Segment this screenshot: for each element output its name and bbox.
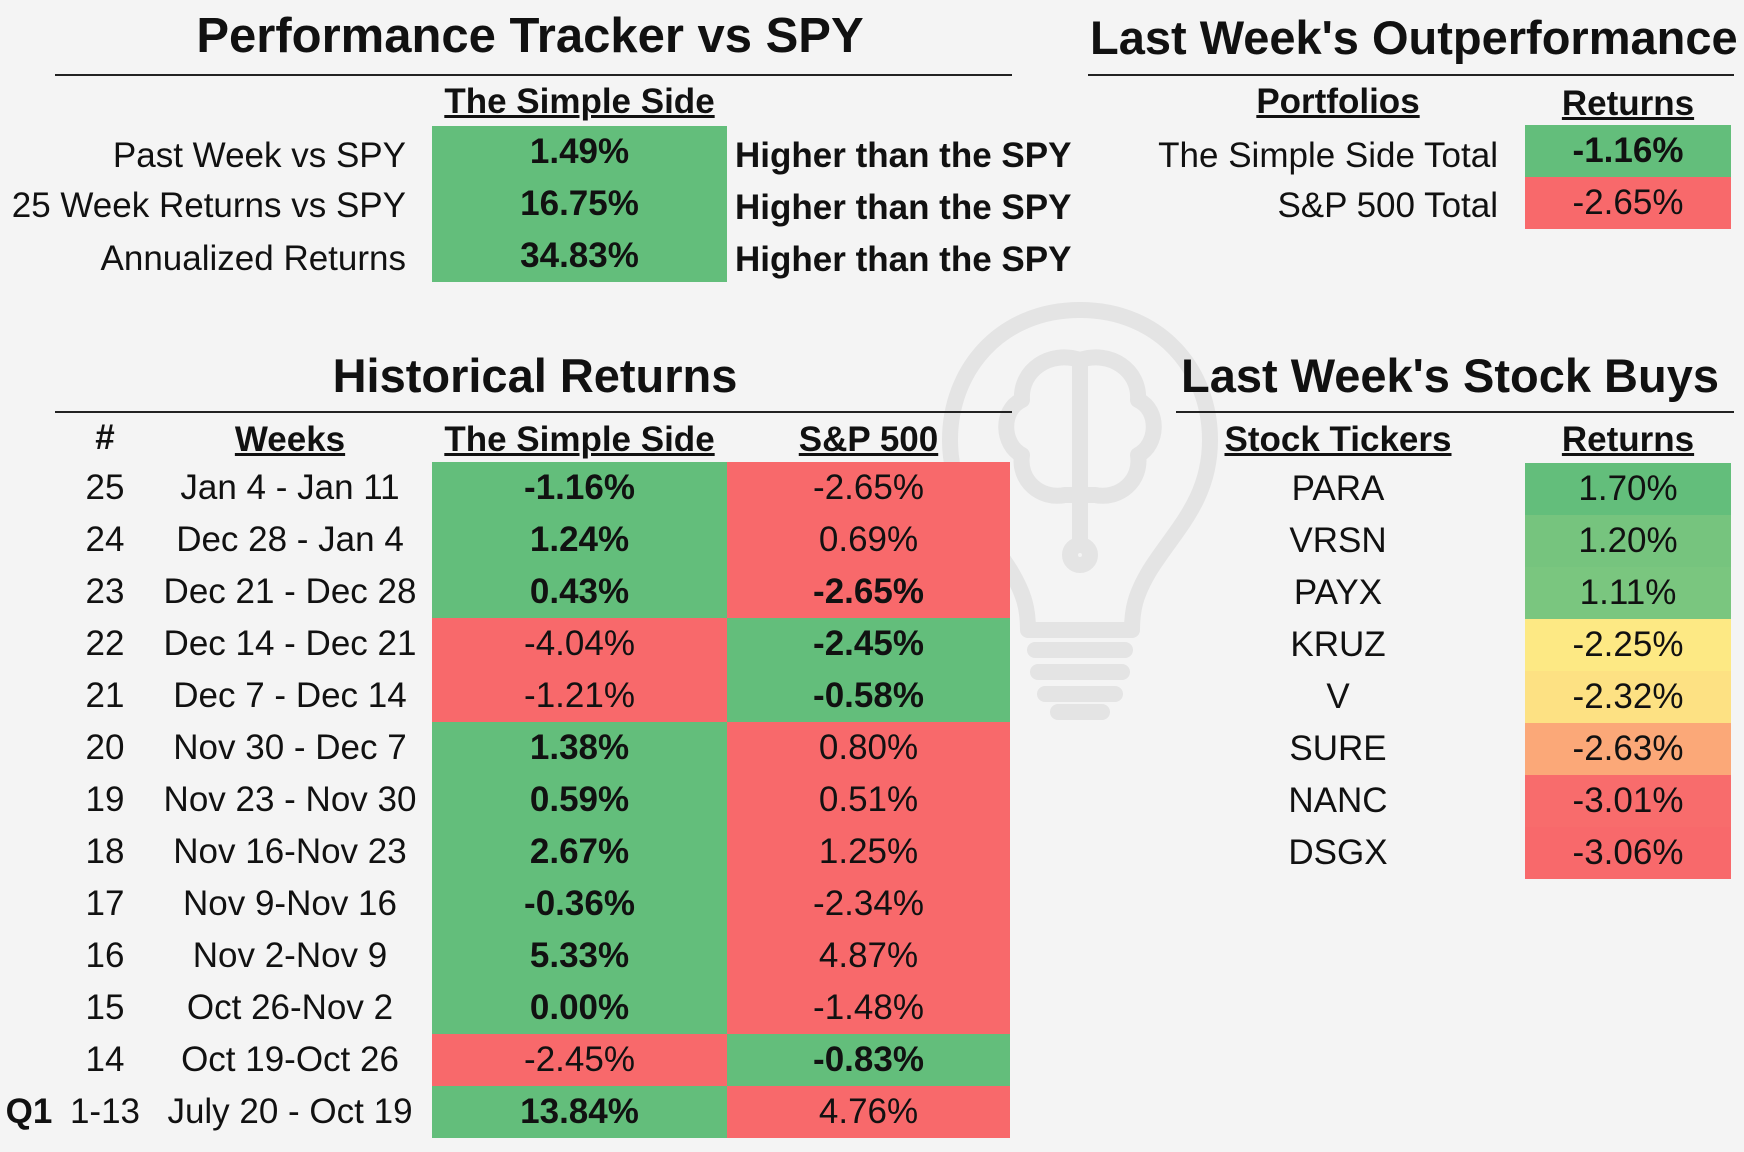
outperformance-col-returns: Returns bbox=[1561, 84, 1695, 123]
outperformance-col-portfolios: Portfolios bbox=[1256, 82, 1420, 121]
stock-buys-row-ticker: VRSN bbox=[1289, 521, 1387, 560]
stock-buys-row-value: 1.20% bbox=[1525, 515, 1731, 567]
stock-buys-row-ticker: PAYX bbox=[1293, 573, 1383, 612]
tracker-row-value: 16.75% bbox=[432, 178, 727, 230]
historical-row-simple: 1.24% bbox=[432, 514, 727, 566]
historical-row-simple: 2.67% bbox=[432, 826, 727, 878]
historical-row-num: 21 bbox=[85, 676, 125, 715]
historical-row-weeks: Nov 9-Nov 16 bbox=[183, 884, 397, 923]
stock-buys-row-ticker: V bbox=[1326, 677, 1350, 716]
stock-buys-row-value: 1.70% bbox=[1525, 463, 1731, 515]
stock-buys-col-tickers: Stock Tickers bbox=[1224, 420, 1452, 459]
historical-row-num: 24 bbox=[85, 520, 125, 559]
historical-row-simple: -2.45% bbox=[432, 1034, 727, 1086]
tracker-column-header: The Simple Side bbox=[444, 82, 715, 121]
outperformance-title-rule bbox=[1088, 74, 1734, 76]
historical-row-weeks: Dec 14 - Dec 21 bbox=[163, 624, 417, 663]
historical-row-num: 25 bbox=[85, 468, 125, 507]
historical-row-weeks: Oct 26-Nov 2 bbox=[186, 988, 394, 1027]
historical-row-num: 1-13 bbox=[69, 1092, 141, 1131]
stock-buys-row-value: -3.06% bbox=[1525, 827, 1731, 879]
historical-row-weeks: July 20 - Oct 19 bbox=[167, 1092, 413, 1131]
historical-row-weeks: Dec 21 - Dec 28 bbox=[163, 572, 417, 611]
historical-row-simple: 0.43% bbox=[432, 566, 727, 618]
outperformance-title: Last Week's Outperformance bbox=[1090, 11, 1738, 64]
historical-row-sp: 1.25% bbox=[727, 826, 1010, 878]
historical-row-sp: -2.45% bbox=[727, 618, 1010, 670]
tracker-row-label: Annualized Returns bbox=[100, 239, 406, 278]
historical-row-weeks: Nov 30 - Dec 7 bbox=[173, 728, 407, 767]
historical-row-weeks: Dec 7 - Dec 14 bbox=[173, 676, 407, 715]
historical-row-weeks: Nov 16-Nov 23 bbox=[173, 832, 407, 871]
stock-buys-title: Last Week's Stock Buys bbox=[1181, 349, 1719, 402]
historical-row-simple: 1.38% bbox=[432, 722, 727, 774]
historical-row-num: 16 bbox=[85, 936, 125, 975]
historical-title-rule bbox=[55, 411, 1012, 413]
historical-row-weeks: Dec 28 - Jan 4 bbox=[176, 520, 404, 559]
historical-title: Historical Returns bbox=[332, 349, 738, 402]
historical-row-simple: -1.21% bbox=[432, 670, 727, 722]
historical-row-simple: 0.59% bbox=[432, 774, 727, 826]
stock-buys-row-value: -3.01% bbox=[1525, 775, 1731, 827]
historical-row-prefix: Q1 bbox=[5, 1092, 53, 1131]
historical-row-simple: -1.16% bbox=[432, 462, 727, 514]
stock-buys-row-ticker: DSGX bbox=[1288, 833, 1388, 872]
historical-row-num: 14 bbox=[85, 1040, 125, 1079]
historical-row-sp: -2.65% bbox=[727, 566, 1010, 618]
historical-row-sp: 4.76% bbox=[727, 1086, 1010, 1138]
tracker-row-note: Higher than the SPY bbox=[735, 188, 1072, 227]
tracker-row-label: 25 Week Returns vs SPY bbox=[11, 186, 406, 225]
outperformance-row-value: -2.65% bbox=[1525, 177, 1731, 229]
outperformance-row-label: The Simple Side Total bbox=[1158, 136, 1498, 175]
historical-row-sp: -0.83% bbox=[727, 1034, 1010, 1086]
historical-row-simple: -4.04% bbox=[432, 618, 727, 670]
tracker-title: Performance Tracker vs SPY bbox=[196, 9, 864, 63]
stock-buys-row-value: -2.32% bbox=[1525, 671, 1731, 723]
historical-row-weeks: Nov 2-Nov 9 bbox=[192, 936, 388, 975]
stock-buys-row-ticker: PARA bbox=[1291, 469, 1385, 508]
historical-row-weeks: Jan 4 - Jan 11 bbox=[180, 468, 400, 507]
historical-row-num: 17 bbox=[85, 884, 125, 923]
historical-row-simple: -0.36% bbox=[432, 878, 727, 930]
tracker-row-value: 1.49% bbox=[432, 126, 727, 178]
historical-row-sp: -2.65% bbox=[727, 462, 1010, 514]
historical-col-weeks: Weeks bbox=[234, 420, 346, 459]
historical-row-num: 20 bbox=[85, 728, 125, 767]
tracker-title-rule bbox=[55, 74, 1012, 76]
historical-row-sp: -2.34% bbox=[727, 878, 1010, 930]
outperformance-row-value: -1.16% bbox=[1525, 125, 1731, 177]
historical-row-num: 15 bbox=[85, 988, 125, 1027]
historical-row-simple: 5.33% bbox=[432, 930, 727, 982]
historical-row-simple: 0.00% bbox=[432, 982, 727, 1034]
historical-col-sp: S&P 500 bbox=[798, 420, 939, 459]
historical-row-sp: -0.58% bbox=[727, 670, 1010, 722]
stock-buys-row-value: 1.11% bbox=[1525, 567, 1731, 619]
historical-row-num: 22 bbox=[85, 624, 125, 663]
historical-row-sp: 0.69% bbox=[727, 514, 1010, 566]
tracker-row-note: Higher than the SPY bbox=[735, 240, 1072, 279]
historical-row-num: 23 bbox=[85, 572, 125, 611]
historical-row-num: 19 bbox=[85, 780, 125, 819]
historical-row-sp: -1.48% bbox=[727, 982, 1010, 1034]
stock-buys-row-ticker: SURE bbox=[1289, 729, 1387, 768]
tracker-row-note: Higher than the SPY bbox=[735, 136, 1072, 175]
historical-col-simple: The Simple Side bbox=[444, 420, 715, 459]
historical-col-num: # bbox=[95, 418, 115, 457]
stock-buys-row-ticker: KRUZ bbox=[1290, 625, 1386, 664]
tracker-row-label: Past Week vs SPY bbox=[112, 136, 406, 175]
tracker-row-value: 34.83% bbox=[432, 230, 727, 282]
historical-row-weeks: Oct 19-Oct 26 bbox=[181, 1040, 399, 1079]
historical-row-sp: 4.87% bbox=[727, 930, 1010, 982]
historical-row-simple: 13.84% bbox=[432, 1086, 727, 1138]
historical-row-sp: 0.80% bbox=[727, 722, 1010, 774]
stock-buys-row-value: -2.25% bbox=[1525, 619, 1731, 671]
stock-buys-row-value: -2.63% bbox=[1525, 723, 1731, 775]
stock-buys-title-rule bbox=[1176, 411, 1734, 413]
stock-buys-row-ticker: NANC bbox=[1288, 781, 1388, 820]
historical-row-num: 18 bbox=[85, 832, 125, 871]
stock-buys-col-returns: Returns bbox=[1561, 420, 1695, 459]
outperformance-row-label: S&P 500 Total bbox=[1277, 186, 1498, 225]
historical-row-sp: 0.51% bbox=[727, 774, 1010, 826]
historical-row-weeks: Nov 23 - Nov 30 bbox=[163, 780, 417, 819]
